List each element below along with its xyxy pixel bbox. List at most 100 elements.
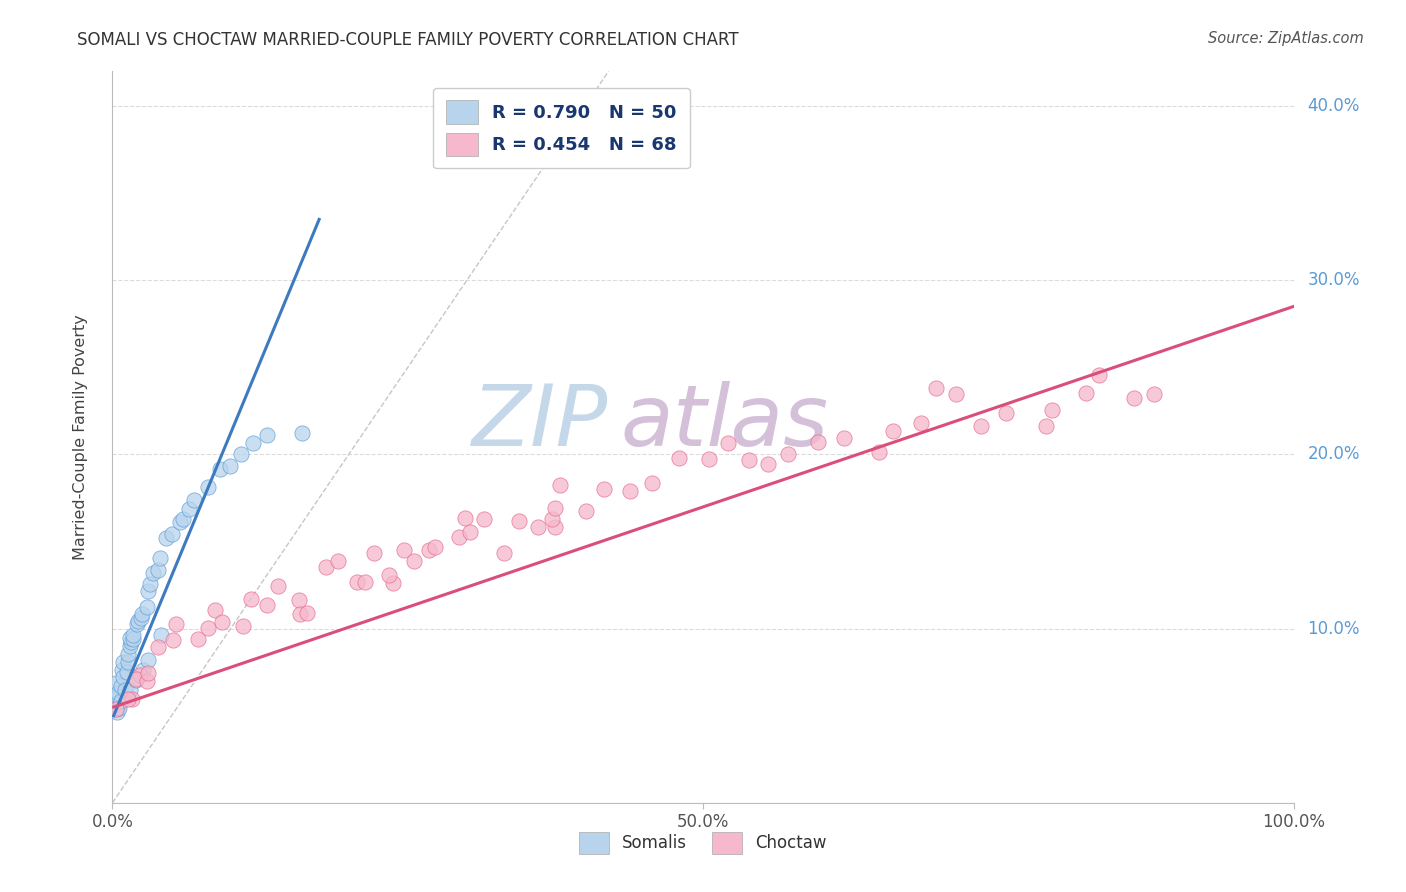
Point xyxy=(105,705,128,719)
Point xyxy=(114,683,136,698)
Point xyxy=(474,511,496,525)
Point xyxy=(697,452,720,467)
Point xyxy=(508,514,530,528)
Point xyxy=(1042,403,1064,417)
Point xyxy=(346,575,368,590)
Point xyxy=(125,673,148,687)
Point xyxy=(120,635,142,649)
Point xyxy=(328,554,350,568)
Point xyxy=(776,447,799,461)
Point xyxy=(204,603,226,617)
Point xyxy=(135,673,157,688)
Point xyxy=(1088,368,1111,382)
Point xyxy=(240,592,263,607)
Point xyxy=(447,530,470,544)
Point xyxy=(418,543,440,558)
Point xyxy=(136,665,159,680)
Point xyxy=(378,568,401,582)
Point xyxy=(105,702,128,716)
Point xyxy=(177,501,200,516)
Point xyxy=(756,457,779,471)
Point xyxy=(354,574,377,589)
Point xyxy=(945,386,967,401)
Point xyxy=(129,611,152,625)
Point xyxy=(925,381,948,395)
Y-axis label: Married-Couple Family Poverty: Married-Couple Family Poverty xyxy=(73,314,89,560)
Point xyxy=(619,483,641,498)
Point xyxy=(209,462,232,476)
Point xyxy=(105,676,128,690)
Point xyxy=(146,640,169,654)
Point xyxy=(315,560,337,574)
Text: ZIP: ZIP xyxy=(472,381,609,464)
Point xyxy=(127,614,149,628)
Point xyxy=(910,417,932,431)
Point xyxy=(807,435,830,450)
Point xyxy=(1074,385,1097,400)
Point xyxy=(363,545,385,559)
Point xyxy=(454,511,477,525)
Point xyxy=(142,566,165,580)
Point xyxy=(120,682,142,697)
Point xyxy=(256,599,278,613)
Point xyxy=(110,679,132,693)
Point xyxy=(423,541,446,555)
Point xyxy=(169,515,191,529)
Point xyxy=(127,617,149,632)
Point xyxy=(122,632,145,647)
Point xyxy=(544,500,567,515)
Point xyxy=(187,632,209,646)
Point xyxy=(149,628,172,642)
Legend: Somalis, Choctaw: Somalis, Choctaw xyxy=(572,826,834,860)
Point xyxy=(131,607,153,621)
Point xyxy=(290,426,312,441)
Point xyxy=(136,653,159,667)
Point xyxy=(834,431,856,445)
Point xyxy=(139,577,162,591)
Point xyxy=(219,458,242,473)
Point xyxy=(738,453,761,467)
Text: 20.0%: 20.0% xyxy=(1308,445,1360,464)
Point xyxy=(458,524,481,539)
Point xyxy=(112,670,135,684)
Point xyxy=(868,445,890,459)
Point xyxy=(882,424,904,438)
Point xyxy=(267,579,290,593)
Point xyxy=(242,436,264,450)
Point xyxy=(1035,419,1057,434)
Point xyxy=(1143,387,1166,401)
Point xyxy=(716,435,738,450)
Point xyxy=(232,618,254,632)
Point xyxy=(183,493,205,508)
Point xyxy=(231,447,253,461)
Point xyxy=(110,693,132,707)
Point xyxy=(160,527,183,541)
Point xyxy=(592,482,614,496)
Point xyxy=(121,627,143,641)
Point xyxy=(970,419,993,434)
Point xyxy=(392,543,415,558)
Point xyxy=(256,427,278,442)
Point xyxy=(132,664,155,678)
Point xyxy=(110,663,132,677)
Point xyxy=(125,672,148,686)
Point xyxy=(166,617,188,632)
Point xyxy=(117,647,139,661)
Text: Source: ZipAtlas.com: Source: ZipAtlas.com xyxy=(1208,31,1364,46)
Point xyxy=(155,531,177,545)
Point xyxy=(117,655,139,669)
Point xyxy=(211,615,233,629)
Point xyxy=(107,690,129,704)
Text: 10.0%: 10.0% xyxy=(1308,620,1360,638)
Point xyxy=(115,665,138,680)
Point xyxy=(146,563,169,577)
Point xyxy=(197,480,219,494)
Point xyxy=(550,478,572,492)
Point xyxy=(172,512,194,526)
Text: atlas: atlas xyxy=(620,381,828,464)
Point xyxy=(162,633,184,648)
Point xyxy=(103,697,125,711)
Point xyxy=(121,691,143,706)
Point xyxy=(494,546,516,560)
Point xyxy=(120,632,142,646)
